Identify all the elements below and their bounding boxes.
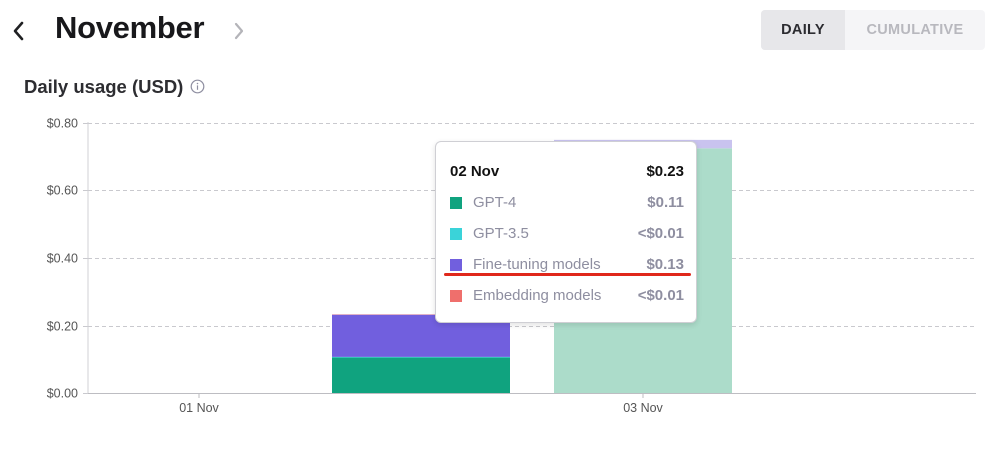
chevron-right-icon <box>234 22 244 40</box>
x-axis-ticks: 01 Nov 03 Nov <box>179 393 664 415</box>
tooltip-date: 02 Nov <box>450 163 500 180</box>
bar-gpt35-02-nov[interactable] <box>332 356 510 358</box>
tooltip-value: <$0.01 <box>637 225 684 242</box>
tooltip-value: <$0.01 <box>637 287 684 304</box>
gpt4-swatch <box>450 197 462 209</box>
next-month-button[interactable] <box>224 14 254 48</box>
embedding-swatch <box>450 290 462 302</box>
hover-tooltip: 02 Nov $0.23 GPT-4 $0.11 GPT-3.5 <$0.01 … <box>435 141 697 323</box>
month-title: November <box>55 10 205 45</box>
tooltip-label: Embedding models <box>473 287 602 304</box>
daily-view-button[interactable]: DAILY <box>761 10 845 50</box>
chevron-left-icon <box>13 21 24 41</box>
tooltip-row-embedding: Embedding models <$0.01 <box>436 287 696 307</box>
tooltip-label: GPT-3.5 <box>473 225 529 242</box>
x-tick-label: 03 Nov <box>623 401 663 415</box>
y-tick-label: $0.20 <box>47 320 78 334</box>
info-icon[interactable] <box>190 79 205 94</box>
cumulative-view-button[interactable]: CUMULATIVE <box>866 22 964 38</box>
x-tick-label: 01 Nov <box>179 401 219 415</box>
annotation-underline <box>444 273 691 276</box>
y-tick-label: $0.40 <box>47 252 78 266</box>
tooltip-label: Fine-tuning models <box>473 256 601 273</box>
gpt35-swatch <box>450 228 462 240</box>
y-tick-label: $0.00 <box>47 387 78 401</box>
tooltip-total: $0.23 <box>646 163 684 180</box>
tooltip-label: GPT-4 <box>473 194 517 211</box>
tooltip-value: $0.13 <box>646 256 684 273</box>
previous-month-button[interactable] <box>4 14 34 48</box>
y-tick-label: $0.60 <box>47 184 78 198</box>
bar-gpt4-02-nov[interactable] <box>332 357 510 393</box>
chart-title: Daily usage (USD) <box>24 76 184 97</box>
tooltip-row-finetune: Fine-tuning models $0.13 <box>436 256 696 276</box>
tooltip-row-gpt35: GPT-3.5 <$0.01 <box>436 225 696 245</box>
finetune-swatch <box>450 259 462 271</box>
tooltip-value: $0.11 <box>647 194 684 211</box>
tooltip-row-gpt4: GPT-4 $0.11 <box>436 194 696 214</box>
view-toggle: DAILY CUMULATIVE <box>761 10 985 50</box>
y-tick-label: $0.80 <box>47 117 78 131</box>
y-axis-ticks: $0.00 $0.20 $0.40 $0.60 $0.80 <box>47 117 88 401</box>
